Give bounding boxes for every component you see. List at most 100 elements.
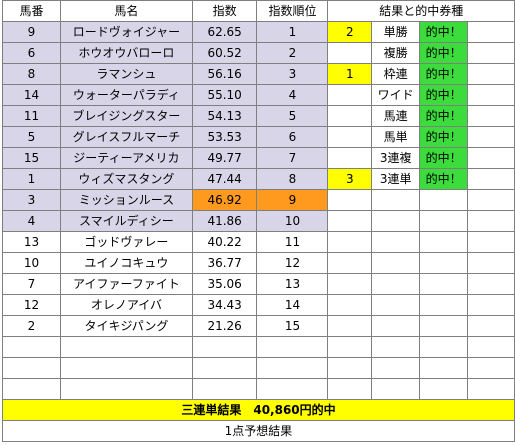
umaban-cell: 9 — [2, 21, 61, 43]
shisu-cell: 54.13 — [191, 105, 258, 127]
shisu-cell: 46.92 — [191, 189, 258, 211]
empty-cell — [467, 210, 515, 232]
table-row: 7 アイファーファイト 35.06 13 — [2, 273, 515, 295]
empty-cell — [2, 378, 61, 400]
finish-mark-cell — [327, 105, 373, 127]
horse-name-cell: ゴッドヴァレー — [59, 231, 193, 253]
bet-type-cell: 3連単 — [371, 168, 421, 190]
footer-label: 1点予想結果 — [2, 420, 515, 442]
finish-mark-cell — [327, 42, 373, 64]
umaban-cell: 10 — [2, 252, 61, 274]
horse-name-cell: ジーティーアメリカ — [59, 147, 193, 169]
empty-cell — [467, 357, 515, 379]
finish-mark-cell — [327, 315, 373, 337]
rank-cell: 11 — [256, 231, 329, 253]
rank-cell: 1 — [256, 21, 329, 43]
finish-mark-cell — [327, 126, 373, 148]
hit-cell — [419, 294, 469, 316]
horse-name-cell: グレイスフルマーチ — [59, 126, 193, 148]
table-row: 2 タイキジパング 21.26 15 — [2, 315, 515, 337]
umaban-cell: 5 — [2, 126, 61, 148]
table-row: 6 ホウオウバローロ 60.52 2 複勝 的中！ — [2, 42, 515, 64]
table-row: 15 ジーティーアメリカ 49.77 7 3連複 的中！ — [2, 147, 515, 169]
finish-mark-cell — [327, 252, 373, 274]
horse-name-cell: ユイノコキュウ — [59, 252, 193, 274]
hit-cell: 的中！ — [419, 126, 469, 148]
horse-name-cell: ウォーターパラディ — [59, 84, 193, 106]
rank-cell: 5 — [256, 105, 329, 127]
bet-type-cell: 複勝 — [371, 42, 421, 64]
bet-type-cell — [371, 315, 421, 337]
empty-cell — [371, 378, 421, 400]
header-bamei: 馬名 — [59, 0, 193, 22]
rank-cell: 6 — [256, 126, 329, 148]
horse-name-cell: ホウオウバローロ — [59, 42, 193, 64]
hit-cell: 的中！ — [419, 63, 469, 85]
table-row: 5 グレイスフルマーチ 53.53 6 馬単 的中！ — [2, 126, 515, 148]
bet-type-cell: 馬単 — [371, 126, 421, 148]
hit-cell — [419, 252, 469, 274]
empty-cell — [467, 63, 515, 85]
empty-cell — [2, 357, 61, 379]
table-row: 3 ミッションルース 46.92 9 — [2, 189, 515, 211]
rank-cell: 2 — [256, 42, 329, 64]
hit-cell: 的中！ — [419, 21, 469, 43]
header-shisu: 指数 — [191, 0, 258, 22]
finish-mark-cell — [327, 147, 373, 169]
bet-type-cell — [371, 189, 421, 211]
empty-cell — [191, 378, 258, 400]
bet-type-cell: 3連複 — [371, 147, 421, 169]
rank-cell: 9 — [256, 189, 329, 211]
umaban-cell: 15 — [2, 147, 61, 169]
footer-row: 1点予想結果 — [2, 420, 515, 442]
empty-cell — [467, 105, 515, 127]
empty-cell — [467, 315, 515, 337]
finish-mark-cell — [327, 231, 373, 253]
empty-cell — [467, 378, 515, 400]
rank-cell: 8 — [256, 168, 329, 190]
shisu-cell: 47.44 — [191, 168, 258, 190]
table-row: 8 ラマンシュ 56.16 3 1 枠連 的中！ — [2, 63, 515, 85]
empty-cell — [59, 336, 193, 358]
header-kekka: 結果と的中券種 — [327, 0, 515, 22]
bet-type-cell — [371, 273, 421, 295]
empty-cell — [419, 357, 469, 379]
summary-banner: 三連単結果 40,860円的中 — [2, 399, 515, 421]
umaban-cell: 11 — [2, 105, 61, 127]
horse-name-cell: ブレイジングスター — [59, 105, 193, 127]
summary-row: 三連単結果 40,860円的中 — [2, 399, 515, 421]
empty-cell — [327, 336, 373, 358]
rank-cell: 14 — [256, 294, 329, 316]
empty-row — [2, 357, 515, 379]
empty-cell — [419, 378, 469, 400]
empty-cell — [467, 147, 515, 169]
umaban-cell: 6 — [2, 42, 61, 64]
finish-mark-cell: 3 — [327, 168, 373, 190]
empty-row — [2, 336, 515, 358]
umaban-cell: 2 — [2, 315, 61, 337]
header-junni: 指数順位 — [256, 0, 329, 22]
empty-cell — [467, 252, 515, 274]
empty-cell — [191, 357, 258, 379]
bet-type-cell: 馬連 — [371, 105, 421, 127]
rank-cell: 3 — [256, 63, 329, 85]
shisu-cell: 60.52 — [191, 42, 258, 64]
empty-cell — [467, 126, 515, 148]
horse-name-cell: スマイルディシー — [59, 210, 193, 232]
shisu-cell: 40.22 — [191, 231, 258, 253]
empty-cell — [467, 84, 515, 106]
shisu-cell: 53.53 — [191, 126, 258, 148]
umaban-cell: 13 — [2, 231, 61, 253]
empty-cell — [2, 336, 61, 358]
bet-type-cell — [371, 294, 421, 316]
empty-cell — [467, 42, 515, 64]
umaban-cell: 14 — [2, 84, 61, 106]
empty-cell — [371, 357, 421, 379]
table-row: 9 ロードヴォイジャー 62.65 1 2 単勝 的中！ — [2, 21, 515, 43]
empty-cell — [467, 168, 515, 190]
empty-row — [2, 378, 515, 400]
bet-type-cell — [371, 210, 421, 232]
horse-name-cell: タイキジパング — [59, 315, 193, 337]
empty-cell — [419, 336, 469, 358]
finish-mark-cell — [327, 273, 373, 295]
